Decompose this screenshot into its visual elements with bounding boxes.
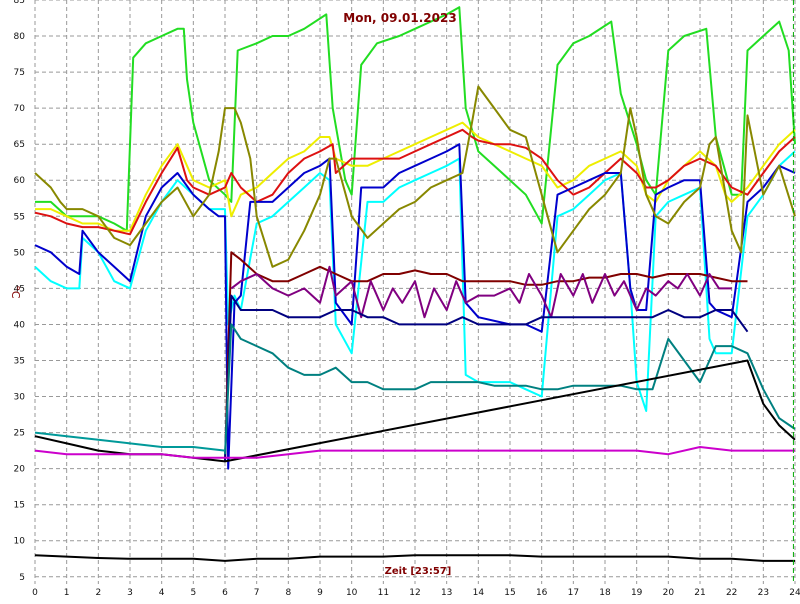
series-line-9: [224, 294, 749, 462]
series-line-5: [34, 143, 796, 470]
x-tick-labels: 0 1 2 3 4 5 6 7 8 9 10 11 12 13 14 15 16 17 18 19 20 21 22 23 24: [32, 588, 800, 598]
x-tick-label: 19: [631, 588, 643, 598]
y-tick-label: 50: [14, 248, 26, 258]
y-tick-label: 35: [14, 356, 25, 366]
series-line-11: [34, 431, 226, 452]
x-tick-label: 6: [222, 588, 228, 598]
series-line-8: [230, 265, 732, 319]
x-tick-label: 18: [599, 588, 611, 598]
y-tick-label: 65: [14, 140, 25, 150]
x-tick-label: 21: [694, 588, 705, 598]
y-tick-label: 55: [14, 212, 25, 222]
x-tick-label: 16: [536, 588, 548, 598]
x-tick-label: 14: [473, 588, 485, 598]
y-tick-label: 15: [14, 501, 25, 511]
series-line-7: [224, 251, 748, 462]
series-group: [34, 6, 796, 562]
x-tick-label: 8: [285, 588, 291, 598]
series-line-1: [35, 6, 796, 232]
x-tick-label: 23: [758, 588, 769, 598]
x-tick-label: 9: [317, 588, 323, 598]
x-tick-label: 20: [663, 588, 675, 598]
series-line-3: [34, 128, 796, 236]
series-line-6: [34, 85, 796, 268]
x-tick-label: 11: [378, 588, 389, 598]
y-tick-label: 20: [14, 465, 26, 475]
y-tick-labels: 5 10 15 20 25 30 35 40 45 50 55 60 65 70 75 80 85: [14, 0, 26, 583]
x-tick-label: 22: [726, 588, 737, 598]
y-tick-label: 75: [14, 68, 25, 78]
series-line-13: [34, 446, 795, 459]
y-tick-label: 85: [14, 0, 25, 6]
x-tick-label: 1: [64, 588, 70, 598]
y-tick-label: 70: [14, 104, 26, 114]
x-tick-label: 4: [159, 588, 165, 598]
x-axis-label: Zeit [23:57]: [385, 566, 452, 577]
chart-title: Mon, 09.01.2023: [343, 11, 456, 25]
y-tick-label: 25: [14, 429, 25, 439]
x-tick-label: 0: [32, 588, 38, 598]
y-tick-label: 10: [14, 537, 26, 547]
series-line-10: [224, 323, 796, 455]
x-tick-label: 3: [127, 588, 133, 598]
x-tick-label: 2: [95, 588, 101, 598]
x-tick-label: 17: [568, 588, 579, 598]
x-tick-label: 10: [346, 588, 358, 598]
x-tick-label: 7: [254, 588, 260, 598]
y-tick-label: 60: [14, 176, 26, 186]
y-tick-label: 30: [14, 393, 26, 403]
x-tick-label: 5: [190, 588, 196, 598]
y-tick-label: 45: [14, 284, 25, 294]
x-tick-label: 12: [409, 588, 420, 598]
x-tick-label: 24: [789, 588, 800, 598]
x-tick-label: 15: [504, 588, 515, 598]
y-tick-label: 40: [14, 320, 26, 330]
series-line-14: [34, 554, 795, 562]
y-axis-label: °C: [9, 285, 22, 299]
y-tick-label: 5: [19, 573, 25, 583]
x-tick-label: 13: [441, 588, 452, 598]
y-tick-label: 80: [14, 32, 26, 42]
